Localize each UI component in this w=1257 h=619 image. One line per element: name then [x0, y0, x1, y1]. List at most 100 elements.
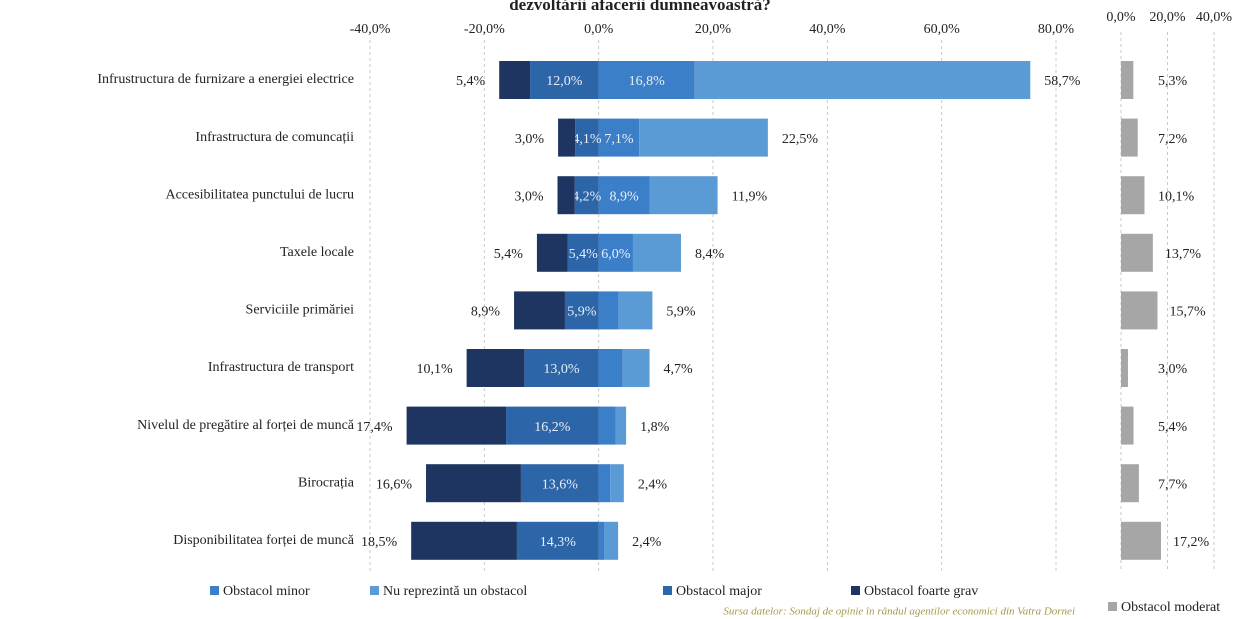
bar-segment — [694, 61, 1031, 99]
legend-label: Obstacol foarte grav — [864, 584, 978, 599]
data-label: 5,4% — [494, 247, 524, 262]
bar — [1121, 118, 1138, 157]
bar-segment — [598, 233, 633, 272]
category-label: Taxele locale — [280, 245, 354, 260]
x-tick-label: 20,0% — [695, 22, 732, 37]
bar-segment — [598, 118, 640, 157]
bar-segment — [598, 176, 650, 215]
data-label: 3,0% — [515, 132, 545, 147]
legend-swatch — [370, 586, 379, 595]
bar — [1121, 233, 1153, 272]
data-label: 17,2% — [1173, 535, 1210, 550]
bar-segment — [466, 349, 525, 387]
data-label: 10,1% — [416, 362, 453, 377]
legend-swatch — [1108, 602, 1117, 611]
bar-segment — [406, 406, 507, 445]
data-label: 13,6% — [542, 477, 579, 492]
bar-segment — [514, 291, 565, 330]
data-label: 6,0% — [601, 247, 631, 262]
x-tick-label: 0,0% — [1106, 10, 1136, 25]
data-label: 11,9% — [732, 189, 768, 204]
data-label: 16,2% — [534, 420, 571, 435]
bar-segment — [499, 61, 531, 99]
bar-segment — [506, 406, 599, 445]
bar-segment — [622, 349, 650, 387]
legend-swatch — [210, 586, 219, 595]
source-note: Sursa datelor: Sondaj de opinie în rându… — [723, 606, 1075, 618]
x-tick-label: 40,0% — [809, 22, 846, 37]
data-label: 16,8% — [629, 74, 666, 89]
bar — [1121, 349, 1128, 387]
bar-segment — [575, 118, 599, 157]
data-label: 4,7% — [664, 362, 694, 377]
data-label: 7,7% — [1158, 477, 1188, 492]
bar-segment — [564, 291, 599, 330]
data-label: 2,4% — [632, 535, 662, 550]
data-label: 8,9% — [471, 305, 501, 320]
data-label: 14,3% — [540, 535, 577, 550]
category-label: Infrastructura de comuncații — [195, 130, 354, 145]
x-tick-label: 0,0% — [584, 22, 614, 37]
bar — [1121, 61, 1134, 99]
data-label: 8,4% — [695, 247, 725, 262]
legend-label: Nu reprezintă un obstacol — [383, 584, 527, 599]
data-label: 5,4% — [569, 247, 599, 262]
data-label: 4,1% — [572, 132, 602, 147]
data-label: 7,1% — [604, 132, 634, 147]
data-label: 1,8% — [640, 420, 670, 435]
bar-segment — [530, 61, 599, 99]
bar-segment — [516, 521, 599, 560]
data-label: 13,7% — [1165, 247, 1202, 262]
data-label: 12,0% — [546, 74, 583, 89]
bar-segment — [610, 464, 624, 503]
bar-segment — [598, 406, 616, 445]
data-label: 3,0% — [1158, 362, 1188, 377]
category-label: Accesibilitatea punctului de lucru — [165, 187, 354, 202]
x-tick-label: 60,0% — [924, 22, 961, 37]
data-label: 5,4% — [1158, 420, 1188, 435]
category-label: Serviciile primăriei — [246, 303, 355, 318]
data-label: 10,1% — [1158, 189, 1195, 204]
chart-title: dezvoltării afacerii dumneavoastră? — [509, 0, 771, 14]
data-label: 8,9% — [610, 189, 640, 204]
category-label: Nivelul de pregătire al forței de muncă — [137, 418, 355, 433]
bar-segment — [558, 118, 576, 157]
bar — [1121, 176, 1145, 215]
category-label: Infrustructura de furnizare a energiei e… — [97, 72, 354, 87]
bar-segment — [632, 233, 681, 272]
bar-segment — [520, 464, 599, 503]
bar-segment — [598, 464, 611, 503]
data-label: 5,9% — [666, 305, 696, 320]
x-tick-label: -20,0% — [464, 22, 505, 37]
bar — [1121, 521, 1161, 560]
data-label: 3,0% — [514, 189, 544, 204]
bar-segment — [639, 118, 768, 157]
data-label: 5,9% — [567, 305, 597, 320]
bar-segment — [598, 349, 623, 387]
category-label: Infrastructura de transport — [208, 360, 354, 375]
category-label: Birocrația — [298, 475, 355, 490]
category-label: Disponibilitatea forței de muncă — [173, 533, 355, 548]
bar-segment — [536, 233, 568, 272]
bar — [1121, 406, 1134, 445]
bar-segment — [524, 349, 599, 387]
legend-swatch — [663, 586, 672, 595]
legend-label: Obstacol major — [676, 584, 762, 599]
bar-segment — [615, 406, 627, 445]
data-label: 5,4% — [456, 74, 486, 89]
bar-segment — [598, 521, 605, 560]
bar-segment — [557, 176, 575, 215]
bar-segment — [618, 291, 653, 330]
bar — [1121, 464, 1139, 503]
data-label: 18,5% — [361, 535, 398, 550]
bar — [1121, 291, 1158, 330]
bar-segment — [598, 61, 695, 99]
data-label: 22,5% — [782, 132, 819, 147]
x-tick-label: 40,0% — [1196, 10, 1233, 25]
data-label: 13,0% — [543, 362, 580, 377]
x-tick-label: -40,0% — [350, 22, 391, 37]
bar-segment — [649, 176, 718, 215]
legend-swatch — [851, 586, 860, 595]
bar-segment — [411, 521, 517, 560]
